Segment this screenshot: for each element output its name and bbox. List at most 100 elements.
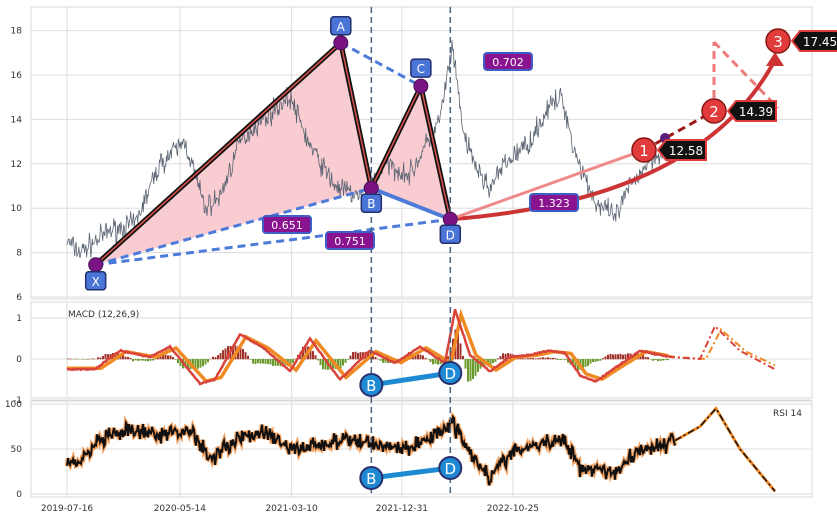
macd-histogram-bar (205, 359, 207, 364)
macd-histogram-bar (617, 354, 619, 359)
macd-histogram-bar (342, 359, 344, 365)
macd-histogram-bar (320, 359, 322, 365)
macd-histogram-bar (137, 359, 139, 361)
macd-histogram-bar (655, 359, 657, 360)
macd-histogram-bar (615, 354, 617, 359)
macd-histogram-bar (215, 357, 217, 359)
ratio-label: 0.702 (492, 56, 524, 69)
macd-histogram-bar (465, 359, 467, 369)
pattern-point-a (334, 36, 348, 50)
macd-histogram-bar (242, 349, 244, 359)
macd-histogram-bar (222, 350, 224, 359)
macd-histogram-bar (590, 359, 592, 364)
macd-histogram-bar (595, 359, 597, 362)
macd-histogram-bar (165, 355, 167, 360)
macd-histogram-bar (85, 359, 87, 360)
macd-histogram-bar (75, 359, 77, 360)
macd-histogram-bar (432, 359, 434, 364)
macd-histogram-bar (245, 352, 247, 359)
macd-histogram-bar (647, 357, 649, 359)
target-value-label: 14.39 (739, 105, 773, 119)
macd-histogram-bar (502, 353, 504, 359)
macd-histogram-bar (167, 355, 169, 359)
macd-histogram-bar (542, 357, 544, 359)
macd-histogram-bar (492, 359, 494, 363)
macd-histogram-bar (552, 358, 554, 359)
rsi-panel-title: RSI 14 (773, 409, 802, 419)
macd-histogram-bar (100, 358, 102, 360)
macd-histogram-bar (127, 357, 129, 359)
macd-histogram-bar (537, 358, 539, 359)
macd-histogram-bar (467, 359, 469, 382)
macd-histogram-bar (217, 355, 219, 359)
target-number-3: 3 (773, 33, 783, 51)
price-y-tick-label: 8 (16, 249, 22, 259)
macd-histogram-bar (260, 359, 262, 364)
macd-histogram-bar (555, 358, 557, 359)
macd-histogram-bar (610, 354, 612, 359)
price-y-tick-label: 12 (11, 160, 22, 170)
target-value-label: 12.58 (669, 144, 703, 158)
macd-histogram-bar (525, 359, 527, 360)
macd-histogram-bar (200, 359, 202, 368)
macd-histogram-bar (460, 343, 462, 359)
ratio-label: 0.751 (334, 235, 366, 248)
rsi-y-tick-label: 100 (5, 400, 22, 410)
macd-histogram-bar (417, 354, 419, 359)
rsi-y-tick-label: 0 (16, 490, 22, 500)
pattern-point-b (364, 181, 378, 195)
x-tick-label: 2022-10-25 (487, 504, 539, 514)
macd-histogram-bar (662, 359, 664, 360)
macd-histogram-bar (665, 359, 667, 360)
macd-histogram-bar (317, 359, 319, 360)
macd-histogram-bar (252, 359, 254, 363)
macd-histogram-bar (462, 356, 464, 359)
macd-histogram-bar (550, 358, 552, 359)
point-label-c: C (417, 62, 425, 76)
macd-histogram-bar (250, 359, 252, 360)
macd-histogram-bar (562, 359, 564, 360)
macd-histogram-bar (197, 359, 199, 369)
macd-y-tick-label: 1 (16, 314, 22, 324)
ratio-label: 1.323 (538, 197, 570, 210)
macd-histogram-bar (142, 359, 144, 361)
macd-histogram-bar (612, 354, 614, 359)
macd-histogram-bar (152, 359, 154, 360)
macd-histogram-bar (522, 358, 524, 359)
x-tick-label: 2019-07-16 (41, 504, 94, 514)
macd-histogram-bar (660, 359, 662, 361)
macd-divergence-d-label: D (445, 365, 457, 383)
macd-histogram-bar (102, 356, 104, 359)
macd-histogram-bar (587, 359, 589, 366)
macd-histogram-bar (472, 359, 474, 379)
macd-histogram-bar (547, 357, 549, 359)
macd-histogram-bar (532, 358, 534, 359)
macd-histogram-bar (255, 359, 257, 364)
macd-histogram-bar (267, 359, 269, 364)
macd-histogram-bar (212, 357, 214, 360)
macd-y-tick-label: 0 (16, 355, 22, 365)
macd-histogram-bar (140, 359, 142, 361)
macd-histogram-bar (347, 359, 349, 360)
macd-histogram-bar (535, 358, 537, 359)
macd-histogram-bar (145, 359, 147, 361)
x-tick-label: 2020-05-14 (154, 504, 207, 514)
macd-histogram-bar (592, 359, 594, 362)
point-label-a: A (337, 20, 346, 34)
macd-histogram-bar (470, 359, 472, 381)
macd-histogram-bar (645, 357, 647, 359)
macd-histogram-bar (652, 359, 654, 361)
point-label-d: D (446, 228, 455, 242)
macd-histogram-bar (202, 359, 204, 366)
macd-histogram-bar (667, 359, 669, 360)
macd-histogram-bar (172, 357, 174, 359)
macd-histogram-bar (207, 359, 209, 362)
macd-histogram-bar (67, 359, 69, 360)
macd-histogram-bar (150, 359, 152, 361)
macd-histogram-bar (155, 359, 157, 360)
point-label-b: B (367, 197, 375, 211)
macd-histogram-bar (435, 359, 437, 364)
pattern-point-d (443, 212, 457, 226)
macd-histogram-bar (352, 352, 354, 359)
macd-divergence-b-label: B (366, 377, 376, 395)
